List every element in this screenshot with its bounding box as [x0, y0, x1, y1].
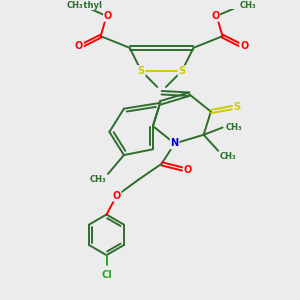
Text: O: O [75, 41, 83, 51]
Text: O: O [184, 165, 192, 175]
Text: O: O [240, 41, 248, 51]
Text: S: S [138, 66, 145, 76]
Text: Cl: Cl [101, 270, 112, 280]
Text: O: O [211, 11, 219, 21]
Text: N: N [171, 139, 179, 148]
Text: S: S [178, 66, 185, 76]
Text: CH₃: CH₃ [90, 176, 106, 184]
Text: O: O [112, 191, 121, 201]
Text: CH₃: CH₃ [67, 1, 83, 10]
Text: CH₃: CH₃ [220, 152, 236, 161]
Text: S: S [233, 102, 241, 112]
Text: CH₃: CH₃ [240, 1, 256, 10]
Text: CH₃: CH₃ [225, 123, 242, 132]
Text: O: O [104, 11, 112, 21]
Text: methyl: methyl [70, 1, 103, 10]
